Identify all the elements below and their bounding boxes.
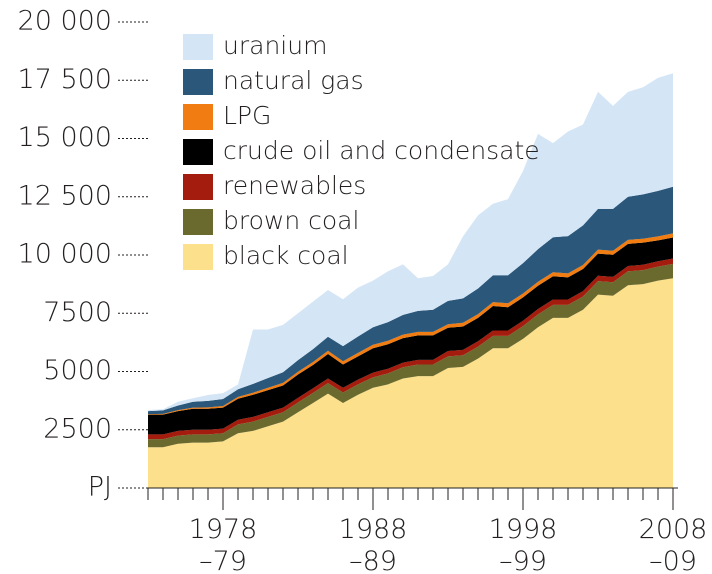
x-tick-label-line: 2008 <box>639 514 708 545</box>
legend-label: brown coal <box>223 206 359 235</box>
y-tick-label: 5000 <box>43 355 112 386</box>
x-tick-label: 1998 –99 <box>489 514 558 574</box>
y-tick-label: 2500 <box>43 413 112 444</box>
y-tick-label: 10 000 <box>18 239 112 270</box>
x-tick-label-line: 1998 <box>489 514 558 545</box>
legend-swatch <box>183 69 213 95</box>
x-tick-label-line: 1988 <box>339 514 408 545</box>
y-tick-label: 20 000 <box>18 6 112 37</box>
area <box>148 278 673 488</box>
y-tick-label: 7500 <box>43 297 112 328</box>
legend-label: black coal <box>223 241 349 270</box>
y-tick-label: PJ <box>88 472 112 503</box>
legend-swatch <box>183 139 213 165</box>
x-tick-label: 1978 –79 <box>189 514 258 574</box>
legend-swatch <box>183 209 213 235</box>
legend-label: uranium <box>223 31 327 60</box>
x-tick-label-line: –09 <box>649 546 697 574</box>
y-tick-label: 12 500 <box>18 180 112 211</box>
x-tick-label-line: –89 <box>349 546 397 574</box>
legend-swatch <box>183 34 213 60</box>
legend-label: crude oil and condensate <box>223 136 540 165</box>
legend-swatch <box>183 244 213 270</box>
legend-swatch <box>183 104 213 130</box>
x-tick-label-line: –99 <box>499 546 547 574</box>
x-tick-label-line: –79 <box>199 546 247 574</box>
x-tick-label: 2008 –09 <box>639 514 708 574</box>
area <box>148 73 673 412</box>
x-tick-label: 1988 –89 <box>339 514 408 574</box>
legend-label: renewables <box>223 171 366 200</box>
legend-label: natural gas <box>223 66 364 95</box>
y-tick-label: 17 500 <box>18 64 112 95</box>
x-tick-label-line: 1978 <box>189 514 258 545</box>
area <box>148 258 673 440</box>
legend-swatch <box>183 174 213 200</box>
area <box>148 263 673 448</box>
area <box>148 237 673 435</box>
legend-label: LPG <box>223 101 271 130</box>
y-tick-label: 15 000 <box>18 122 112 153</box>
area <box>148 186 673 415</box>
